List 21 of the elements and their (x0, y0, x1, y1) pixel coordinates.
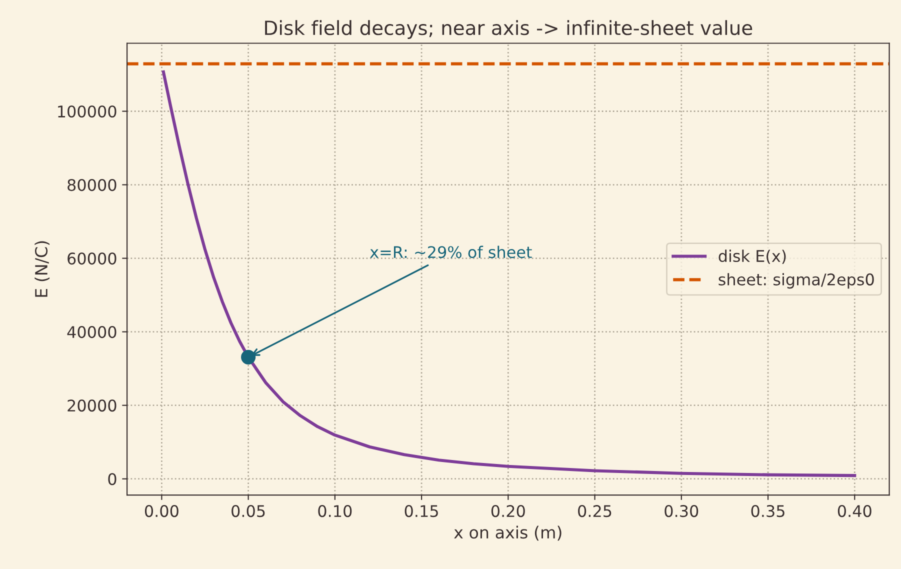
x-tick-label: 0.15 (404, 505, 438, 518)
annotation: x=R: ~29% of sheet (370, 246, 532, 258)
y-tick-label: 0 (108, 473, 116, 486)
y-tick-label: 20000 (68, 400, 116, 412)
y-tick-label: 60000 (68, 252, 116, 265)
x-tick-label: 0.40 (838, 505, 872, 518)
x-tick-label: 0.10 (318, 505, 352, 518)
x-tick-label: 0.35 (751, 505, 784, 518)
legend-label: disk E(x) (718, 250, 786, 264)
y-tick-label: 80000 (68, 178, 116, 192)
x-axis-title: x on axis (m) (454, 526, 562, 541)
x-tick-label: 0.30 (664, 505, 698, 518)
chart-title: Disk field decays; near axis -> infinite-sheet value (265, 20, 752, 39)
x-tick-label: 0.05 (232, 505, 265, 518)
y-axis-title: E (N/C) (34, 241, 50, 297)
x-tick-label: 0.00 (144, 505, 178, 518)
y-tick-label: 100000 (58, 105, 116, 118)
x-tick-label: 0.25 (578, 505, 612, 518)
x-tick-label: 0.20 (491, 505, 525, 518)
legend-label: sheet: sigma/2eps0 (718, 273, 874, 289)
y-tick-label: 40000 (67, 326, 116, 338)
